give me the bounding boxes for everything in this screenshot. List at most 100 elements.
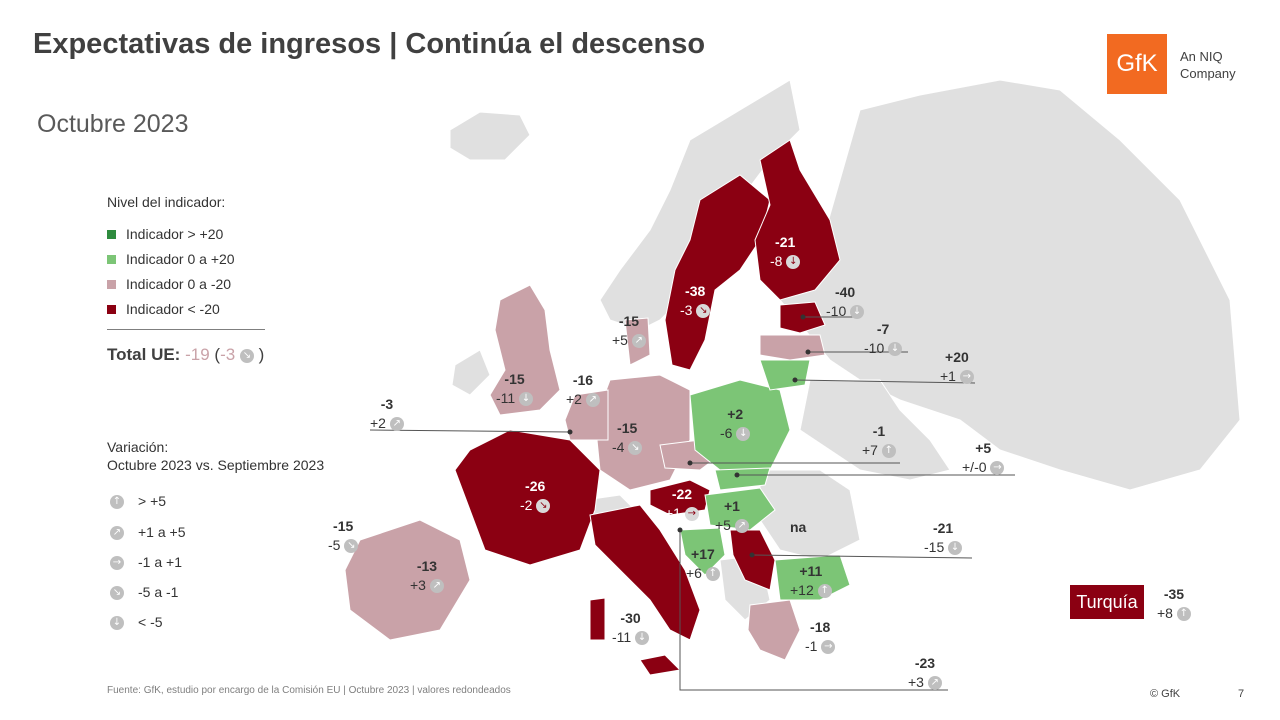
latvia-shape — [759, 334, 826, 361]
country-label-alemania: -15 -4 ↘ — [612, 419, 643, 457]
country-change: +8 — [1157, 605, 1173, 621]
country-change: +2 — [370, 415, 386, 431]
logo-tagline-2: Company — [1180, 66, 1236, 81]
country-level: -16 — [572, 372, 594, 388]
gfk-logo: GfK — [1107, 34, 1167, 94]
source-footer: Fuente: GfK, estudio por encargo de la C… — [107, 685, 511, 696]
germany-shape — [594, 374, 691, 491]
country-label-italia: -30 -11 ↓ — [612, 609, 650, 647]
croatia-shape — [679, 527, 726, 576]
country-change: +1 — [665, 505, 681, 521]
variation-label: -5 a -1 — [138, 584, 179, 600]
country-level: -15 — [333, 518, 354, 534]
country-level: -15 — [618, 313, 640, 329]
country-label-reino-unido: -15 -11 ↓ — [496, 370, 534, 408]
country-label-serbia: -21 -15 ↓ — [924, 519, 963, 557]
country-label-finlandia: -21 -8 ↓ — [770, 233, 801, 271]
total-eu-change: -3 — [220, 345, 236, 364]
arrow-right-icon: → — [110, 556, 124, 571]
variation-title-2: Octubre 2023 vs. Septiembre 2023 — [107, 457, 325, 473]
poland-shape — [689, 379, 791, 471]
arrow-up-icon: ↑ — [817, 584, 832, 599]
country-level: -21 — [932, 520, 954, 536]
country-level: -7 — [876, 321, 890, 337]
country-change: +7 — [862, 442, 878, 458]
total-eu-level: -19 — [185, 345, 210, 364]
arrow-up-right-icon: ↗ — [734, 519, 749, 534]
legend-swatch — [107, 255, 116, 264]
country-change: -8 — [770, 253, 783, 269]
legend-label: Indicador 0 a +20 — [126, 251, 235, 267]
iberia-shape — [344, 519, 471, 641]
country-change: -10 — [826, 303, 847, 319]
country-label-espana: -13 +3 ↗ — [410, 557, 444, 595]
variation-label: +1 a +5 — [138, 524, 186, 540]
legend-label: Indicador < -20 — [126, 301, 220, 317]
arrow-down-icon: ↓ — [519, 392, 534, 407]
variation-legend-title: Variación: Octubre 2023 vs. Septiembre 2… — [107, 438, 324, 474]
country-label-lituania: +20 +1 → — [940, 348, 974, 386]
ireland-region — [451, 349, 491, 396]
france-shape — [454, 429, 601, 566]
country-level: +2 — [727, 406, 744, 422]
country-change: -1 — [805, 638, 818, 654]
arrow-down-icon: ↓ — [786, 255, 801, 270]
country-change: -3 — [680, 302, 693, 318]
country-change: -4 — [612, 439, 625, 455]
country-level: -15 — [504, 371, 525, 387]
country-level: +5 — [975, 440, 992, 456]
country-level: -23 — [914, 655, 936, 671]
country-change: +2 — [566, 391, 582, 407]
country-level: +20 — [945, 349, 969, 365]
country-level: -30 — [620, 610, 641, 626]
russia-region — [779, 79, 1241, 491]
country-label-austria: -22 +1 → — [665, 485, 699, 523]
iceland-region — [449, 111, 531, 161]
country-change: -5 — [328, 537, 341, 553]
austria-shape — [649, 479, 711, 516]
country-level: -40 — [834, 284, 856, 300]
arrow-down-right-icon: ↘ — [344, 539, 359, 554]
country-level: -35 — [1163, 586, 1185, 602]
country-label-letonia: -7 -10 ↓ — [864, 320, 903, 358]
italy-shape — [589, 504, 701, 641]
country-label-hungria: +1 +5 ↗ — [715, 497, 749, 535]
country-change: -11 — [612, 629, 632, 645]
romania-region — [759, 469, 861, 561]
arrow-up-icon: ↑ — [705, 567, 720, 582]
sicily-shape — [639, 654, 682, 676]
country-change: +6 — [686, 565, 702, 581]
legend-title: Nivel del indicador: — [107, 194, 226, 210]
arrow-down-right-icon: ↘ — [239, 348, 254, 363]
country-change: +1 — [940, 368, 956, 384]
country-label-republica-checa: -1 +7 ↑ — [862, 422, 896, 460]
legend-label: Indicador > +20 — [126, 226, 224, 242]
country-label-bulgaria: +11 +12 ↑ — [790, 562, 832, 600]
arrow-down-icon: ↓ — [948, 541, 963, 556]
total-eu: Total UE: -19 (-3 ↘ ) — [107, 345, 264, 365]
country-change: +/-0 — [962, 459, 987, 475]
country-label-francia: -26 -2 ↘ — [520, 477, 551, 515]
arrow-up-right-icon: ↗ — [389, 417, 404, 432]
country-label-polonia: +2 -6 ↓ — [720, 405, 751, 443]
country-change: -11 — [496, 390, 516, 406]
arrow-down-icon: ↓ — [736, 427, 751, 442]
arrow-down-right-icon: ↘ — [536, 499, 551, 514]
country-label-grecia: -18 -1 → — [805, 618, 836, 656]
country-level: -13 — [416, 558, 438, 574]
arrow-up-right-icon: ↗ — [110, 526, 124, 541]
sardinia-shape — [589, 597, 606, 641]
arrow-right-icon: → — [959, 370, 974, 385]
legend-item: Indicador > +20 — [107, 226, 223, 242]
country-level: -15 — [617, 420, 638, 436]
country-level: +11 — [799, 563, 823, 579]
uk-shape — [489, 284, 561, 416]
legend-item: Indicador < -20 — [107, 301, 220, 317]
country-change: -15 — [924, 539, 945, 555]
country-label-dinamarca: -15 +5 ↗ — [612, 312, 646, 350]
lithuania-shape — [759, 359, 811, 391]
country-level: +1 — [723, 498, 740, 514]
country-label-belgica: -3 +2 ↗ — [370, 395, 404, 433]
arrow-right-icon: → — [821, 640, 836, 655]
